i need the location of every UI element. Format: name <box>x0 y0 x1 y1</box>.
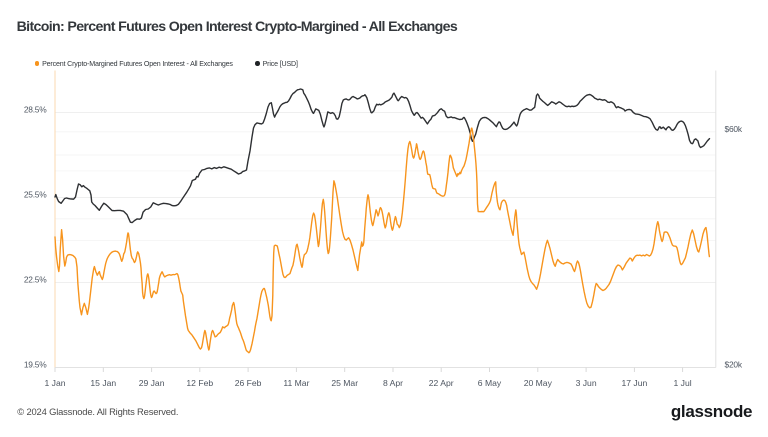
svg-text:12 Feb: 12 Feb <box>186 378 213 388</box>
svg-text:15 Jan: 15 Jan <box>90 378 116 388</box>
svg-text:19.5%: 19.5% <box>24 360 47 370</box>
svg-text:26 Feb: 26 Feb <box>235 378 262 388</box>
svg-text:25.5%: 25.5% <box>24 190 47 200</box>
svg-text:20 May: 20 May <box>524 378 553 388</box>
svg-text:6 May: 6 May <box>478 378 502 388</box>
svg-text:25 Mar: 25 Mar <box>331 378 358 388</box>
svg-text:28.5%: 28.5% <box>24 105 47 115</box>
svg-text:11 Mar: 11 Mar <box>283 378 309 388</box>
svg-text:3 Jun: 3 Jun <box>576 378 597 388</box>
svg-text:22.5%: 22.5% <box>24 275 47 285</box>
svg-text:8 Apr: 8 Apr <box>383 378 403 388</box>
svg-text:29 Jan: 29 Jan <box>139 378 165 388</box>
svg-text:1 Jul: 1 Jul <box>674 378 692 388</box>
svg-text:17 Jun: 17 Jun <box>621 378 647 388</box>
svg-text:$20k: $20k <box>725 360 743 370</box>
svg-text:1 Jan: 1 Jan <box>44 378 65 388</box>
svg-text:$60k: $60k <box>725 124 743 134</box>
svg-text:22 Apr: 22 Apr <box>429 378 454 388</box>
